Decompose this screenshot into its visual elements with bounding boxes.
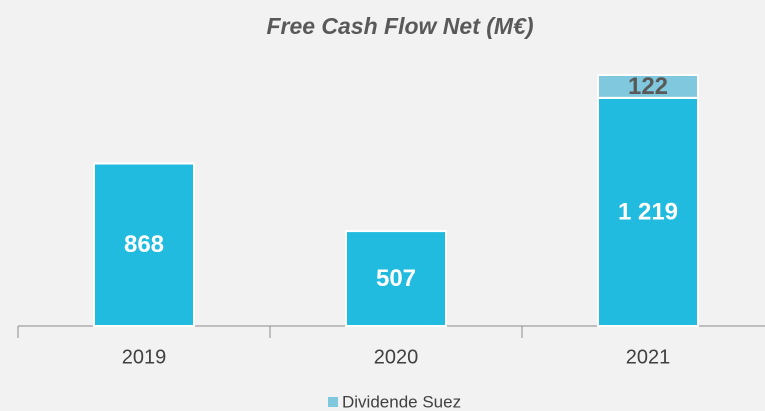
data-label: 507 bbox=[376, 265, 416, 292]
chart-title: Free Cash Flow Net (M€) bbox=[266, 13, 533, 39]
legend-label: Dividende Suez bbox=[342, 392, 461, 411]
x-tick-label: 2020 bbox=[374, 346, 419, 368]
data-label: 1 219 bbox=[618, 198, 678, 225]
x-tick-label: 2019 bbox=[122, 346, 167, 368]
bar-segment bbox=[345, 230, 447, 327]
legend-swatch bbox=[328, 397, 338, 407]
bar-segment bbox=[93, 162, 195, 327]
x-tick-label: 2021 bbox=[626, 346, 671, 368]
bar-segment bbox=[597, 96, 699, 327]
data-label: 868 bbox=[124, 231, 164, 258]
data-label: 122 bbox=[628, 73, 668, 100]
bar-segment bbox=[597, 74, 699, 99]
